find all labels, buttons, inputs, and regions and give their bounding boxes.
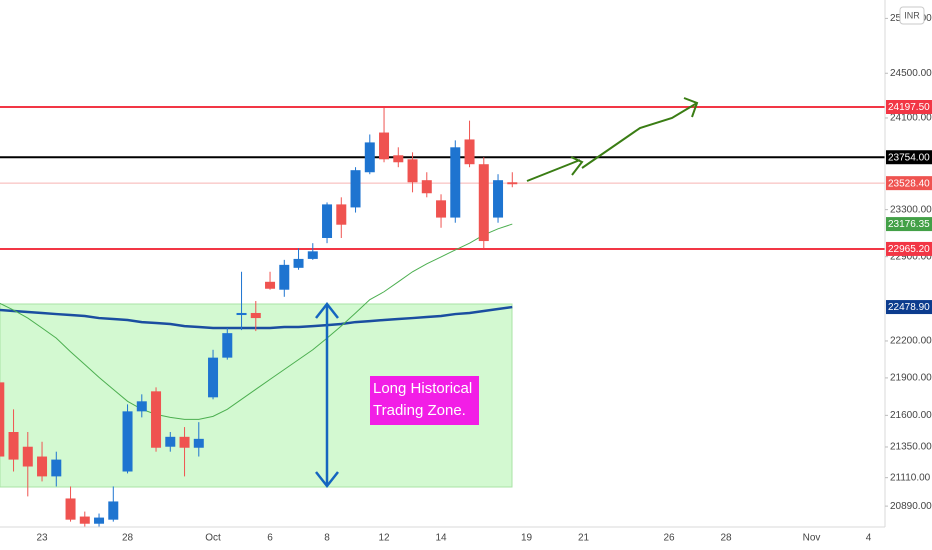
x-tick-label: 19 xyxy=(521,533,533,544)
candle-body xyxy=(464,139,475,165)
candle-body xyxy=(136,401,147,412)
currency: INR xyxy=(904,10,920,20)
candle-body xyxy=(51,459,62,477)
candle-body xyxy=(265,281,276,289)
price-label: 22965.20 xyxy=(888,244,930,255)
candle-body xyxy=(108,501,119,520)
price-label: 23754.00 xyxy=(888,152,930,163)
candle-body xyxy=(379,132,390,160)
x-tick-label: 28 xyxy=(122,533,134,544)
price-label-box xyxy=(886,300,932,315)
candle-body xyxy=(37,456,48,477)
price-label-box xyxy=(886,150,932,165)
y-tick-label: 21110.00 xyxy=(890,472,931,483)
candles xyxy=(0,107,518,527)
candle-body xyxy=(364,142,375,173)
x-tick-label: 21 xyxy=(578,533,590,544)
currency-badge: INR xyxy=(899,6,925,25)
price-label: 22478.90 xyxy=(888,302,930,313)
x-tick-label: Oct xyxy=(205,533,221,544)
arrow-head xyxy=(683,97,699,118)
x-ticks: 23 28 Oct 6 8 12 14 19 21 26 28 Nov 4 xyxy=(36,533,871,544)
y-tick-label: 24100.00 xyxy=(890,113,932,124)
y-tick-label: 22200.00 xyxy=(890,336,932,347)
x-tick-label: 8 xyxy=(324,533,330,544)
candle-body xyxy=(179,436,190,448)
candle-body xyxy=(478,164,489,242)
arrow-segment xyxy=(526,159,581,182)
annotation-line: Long Historical xyxy=(373,380,472,397)
price-label: 23528.40 xyxy=(888,178,930,189)
candle-body xyxy=(307,251,318,259)
x-tick-label: 12 xyxy=(378,533,390,544)
y-tick-label: 20890.00 xyxy=(890,501,932,512)
candle-body xyxy=(293,258,304,268)
level-labels: 24197.50 23754.00 23528.40 22965.20 22478.90… xyxy=(886,100,932,315)
candle-body xyxy=(507,182,518,185)
annotation-line: Trading Zone. xyxy=(373,402,466,419)
candle-body xyxy=(151,391,162,448)
candle-body xyxy=(393,155,404,163)
arrow-head xyxy=(570,156,584,176)
candle-body xyxy=(493,180,504,218)
candle-body xyxy=(236,312,247,316)
candle-body xyxy=(65,498,76,520)
double-arrow xyxy=(315,301,339,489)
candle-body xyxy=(165,436,176,447)
arrow-head xyxy=(315,471,339,489)
x-tick-label: 26 xyxy=(663,533,675,544)
y-tick-label: 21600.00 xyxy=(890,410,932,421)
candle-body xyxy=(421,180,432,194)
candle-body xyxy=(94,517,105,524)
arrow-head xyxy=(315,301,339,319)
price-label: 23176.35 xyxy=(888,219,930,230)
trend-arrow xyxy=(526,97,699,182)
ma-line xyxy=(0,223,513,420)
badge-box xyxy=(899,6,925,25)
candle-body xyxy=(279,264,290,290)
candle-body xyxy=(122,411,133,472)
price-label: 24197.50 xyxy=(888,102,930,113)
candle-body xyxy=(193,438,204,448)
candle-body xyxy=(322,204,333,238)
price-axis xyxy=(885,0,932,550)
price-label-box xyxy=(886,217,932,232)
candle-body xyxy=(407,159,418,183)
x-tick-label: 23 xyxy=(36,533,48,544)
price-label-box xyxy=(886,176,932,191)
candle-body xyxy=(22,446,33,467)
annotation-box xyxy=(370,376,479,425)
candle-body xyxy=(436,200,447,218)
x-tick-label: 14 xyxy=(435,533,447,544)
y-tick-label: 24500.00 xyxy=(890,68,932,79)
price-label-box xyxy=(886,100,932,115)
x-tick-label: Nov xyxy=(803,533,821,544)
price-label-box xyxy=(886,241,932,256)
y-tick-label: 21350.00 xyxy=(890,442,932,453)
candle-body xyxy=(350,170,361,208)
levels xyxy=(0,106,885,250)
y-tick-label: 23300.00 xyxy=(890,204,932,215)
y-tick-label: 22900.00 xyxy=(890,251,932,262)
annotation: Long Historical Trading Zone. xyxy=(370,376,479,425)
x-tick-label: 6 xyxy=(267,533,273,544)
candle-body xyxy=(79,516,90,524)
arrow-segment xyxy=(581,102,698,169)
candle-body xyxy=(450,147,461,218)
x-tick-label: 4 xyxy=(866,533,872,544)
candle-body xyxy=(8,432,19,460)
x-tick-label: 28 xyxy=(720,533,732,544)
candle-body xyxy=(222,333,233,358)
y-tick-label: 21900.00 xyxy=(890,373,932,384)
candle-body xyxy=(250,312,261,319)
candle-body xyxy=(208,357,219,398)
candle-body xyxy=(0,382,5,457)
candle-body xyxy=(336,204,347,225)
